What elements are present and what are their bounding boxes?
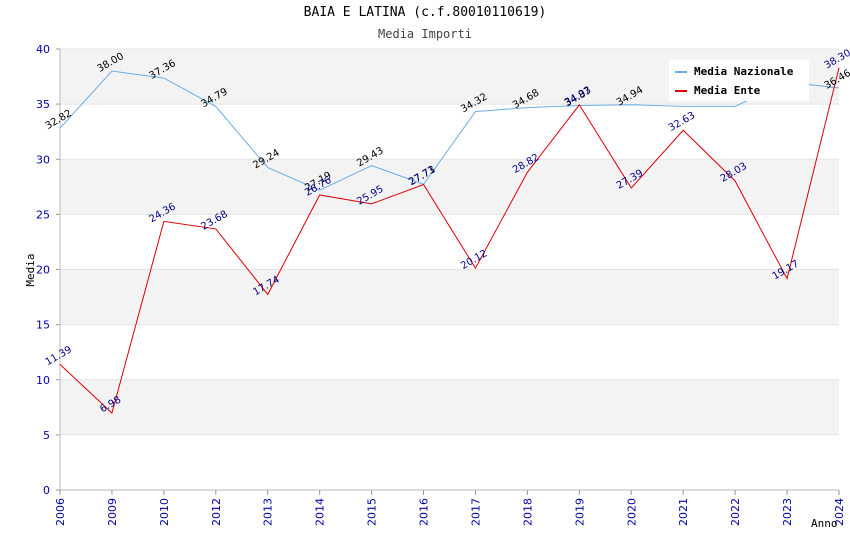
data-label-nazionale: 32.82 — [44, 108, 74, 132]
y-tick-label: 0 — [43, 484, 50, 497]
x-tick-label: 2023 — [781, 498, 794, 526]
chart-subtitle: Media Importi — [378, 27, 472, 41]
grid-band — [60, 269, 839, 325]
x-tick-label: 2018 — [521, 498, 534, 526]
y-tick-label: 5 — [43, 429, 50, 442]
x-tick-label: 2022 — [729, 498, 742, 526]
x-tick-label: 2009 — [106, 498, 119, 526]
data-label-ente: 11.39 — [44, 344, 74, 368]
x-tick-label: 2013 — [262, 498, 275, 526]
legend: Media Nazionale Media Ente — [669, 60, 809, 101]
y-tick-label: 15 — [36, 319, 50, 332]
x-tick-label: 2019 — [573, 498, 586, 526]
x-axis-label: Anno — [811, 517, 838, 530]
series-line-ente — [59, 67, 840, 414]
data-label-ente: 32.63 — [667, 110, 697, 134]
grid-band — [60, 159, 839, 215]
y-tick-label: 40 — [36, 43, 50, 56]
y-axis-label: Media — [24, 253, 37, 286]
y-tick-label: 10 — [36, 374, 50, 387]
x-tick-label: 2015 — [366, 498, 379, 526]
x-tick-label: 2010 — [158, 498, 171, 526]
x-tick-label: 2014 — [314, 498, 327, 526]
x-tick-label: 2012 — [210, 498, 223, 526]
x-tick-label: 2016 — [418, 498, 431, 526]
y-tick-label: 30 — [36, 153, 50, 166]
y-tick-label: 20 — [36, 264, 50, 277]
x-tick-label: 2006 — [54, 498, 67, 526]
x-tick-label: 2017 — [469, 498, 482, 526]
legend-label-nazionale: Media Nazionale — [694, 65, 794, 78]
y-tick-label: 25 — [36, 208, 50, 221]
x-tick-label: 2024 — [833, 498, 846, 526]
data-label-ente: 20.12 — [459, 248, 489, 272]
x-tick-label: 2021 — [677, 498, 690, 526]
y-tick-label: 35 — [36, 98, 50, 111]
chart-title: BAIA E LATINA (c.f.80010110619) — [303, 5, 547, 20]
x-tick-label: 2020 — [625, 498, 638, 526]
grid-band — [60, 379, 839, 435]
series-line-nazionale — [59, 70, 840, 191]
legend-label-ente: Media Ente — [694, 84, 761, 97]
